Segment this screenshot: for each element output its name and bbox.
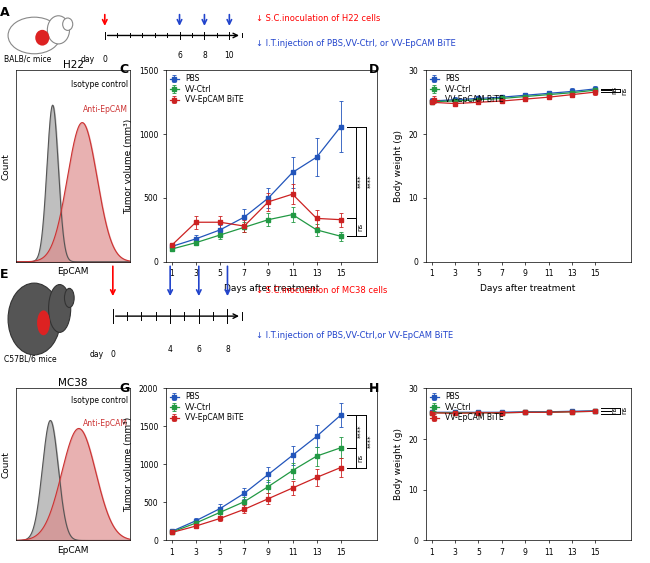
Text: 0: 0 [102,55,107,64]
Text: C57BL/6 mice: C57BL/6 mice [4,355,57,364]
Text: ↓ I.T.injection of PBS,VV-Ctrl,or VV-EpCAM BiTE: ↓ I.T.injection of PBS,VV-Ctrl,or VV-EpC… [256,331,453,339]
Text: 4: 4 [168,345,173,354]
Legend: PBS, VV-Ctrl, VV-EpCAM BiTE: PBS, VV-Ctrl, VV-EpCAM BiTE [430,74,504,104]
Text: 10: 10 [224,51,234,60]
Y-axis label: Count: Count [2,451,10,478]
Text: ns: ns [612,405,618,414]
Text: ns: ns [612,86,618,93]
Ellipse shape [8,17,60,54]
Legend: PBS, VV-Ctrl, VV-EpCAM BiTE: PBS, VV-Ctrl, VV-EpCAM BiTE [170,392,244,422]
Y-axis label: Count: Count [2,153,10,180]
Text: ****: **** [358,175,364,188]
Title: MC38: MC38 [58,378,88,388]
Text: ns: ns [358,454,364,462]
Text: ns: ns [621,406,627,414]
Text: Isotype control: Isotype control [71,396,127,405]
Text: 6: 6 [196,345,202,354]
Text: 6: 6 [177,51,182,60]
Y-axis label: Tumor volume (mm³): Tumor volume (mm³) [124,417,133,512]
Text: BALB/c mice: BALB/c mice [4,54,51,63]
Text: ****: **** [367,175,373,188]
Ellipse shape [64,288,74,307]
Text: C: C [119,62,129,75]
Text: G: G [119,382,129,395]
Title: H22: H22 [62,60,84,70]
Text: ns: ns [358,224,364,231]
Legend: PBS, VV-Ctrl, VV-EpCAM BiTE: PBS, VV-Ctrl, VV-EpCAM BiTE [170,74,244,104]
X-axis label: EpCAM: EpCAM [57,546,89,555]
Text: D: D [369,62,379,75]
Text: ↓ I.T.injection of PBS,VV-Ctrl, or VV-EpCAM BiTE: ↓ I.T.injection of PBS,VV-Ctrl, or VV-Ep… [256,39,456,48]
Ellipse shape [62,18,73,30]
Text: ns: ns [621,86,627,95]
Text: E: E [0,268,8,282]
Text: 0: 0 [111,350,115,359]
Ellipse shape [35,30,49,46]
Text: ****: **** [367,435,373,448]
X-axis label: Days after treatment: Days after treatment [480,284,576,293]
Text: day: day [81,55,95,64]
Ellipse shape [37,310,50,335]
X-axis label: Days after treatment: Days after treatment [224,284,319,293]
Text: ↓ S.C.inoculation of H22 cells: ↓ S.C.inoculation of H22 cells [256,14,380,23]
Text: Anti-EpCAM: Anti-EpCAM [83,419,127,428]
X-axis label: EpCAM: EpCAM [57,267,89,276]
Y-axis label: Body weight (g): Body weight (g) [394,428,403,501]
Text: Anti-EpCAM: Anti-EpCAM [83,105,127,114]
Text: ↓ S.C.inoculation of MC38 cells: ↓ S.C.inoculation of MC38 cells [256,286,387,295]
Text: 8: 8 [202,51,207,60]
Text: ****: **** [358,425,364,438]
Legend: PBS, VV-Ctrl, VV-EpCAM BiTE: PBS, VV-Ctrl, VV-EpCAM BiTE [430,392,504,422]
Text: day: day [90,350,104,359]
Text: H: H [369,382,379,395]
Text: A: A [0,6,10,19]
Text: Isotype control: Isotype control [71,80,127,89]
Y-axis label: Tumor volume (mm³): Tumor volume (mm³) [124,118,133,214]
Ellipse shape [49,284,71,332]
Y-axis label: Body weight (g): Body weight (g) [394,130,403,202]
Ellipse shape [47,16,70,44]
Ellipse shape [8,283,60,355]
Text: 8: 8 [225,345,230,354]
